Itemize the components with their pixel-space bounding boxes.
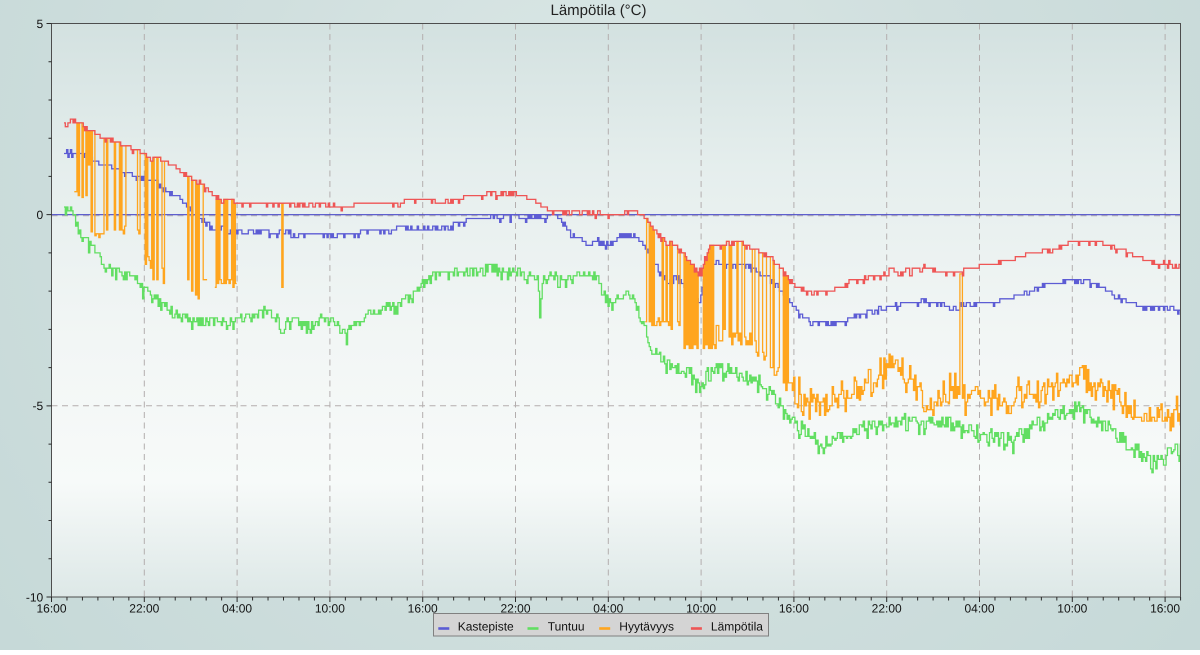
svg-text:04:00: 04:00 [593,601,623,615]
svg-text:Lämpötila (°C): Lämpötila (°C) [550,2,646,19]
svg-text:Hyytävyys: Hyytävyys [619,620,674,634]
svg-text:22:00: 22:00 [872,601,902,615]
svg-text:0: 0 [37,208,44,222]
svg-text:04:00: 04:00 [964,601,994,615]
svg-text:-10: -10 [26,590,44,604]
svg-text:16:00: 16:00 [1150,601,1180,615]
svg-text:10:00: 10:00 [315,601,345,615]
svg-text:22:00: 22:00 [129,601,159,615]
svg-text:22:00: 22:00 [500,601,530,615]
svg-text:04:00: 04:00 [222,601,252,615]
svg-text:Lämpötila: Lämpötila [711,620,763,634]
svg-text:5: 5 [37,17,44,31]
svg-text:16:00: 16:00 [779,601,809,615]
svg-text:-5: -5 [33,399,44,413]
svg-text:10:00: 10:00 [1057,601,1087,615]
svg-text:16:00: 16:00 [408,601,438,615]
svg-text:Tuntuu: Tuntuu [548,620,585,634]
svg-text:16:00: 16:00 [36,601,66,615]
svg-text:10:00: 10:00 [686,601,716,615]
svg-text:Kastepiste: Kastepiste [458,620,514,634]
